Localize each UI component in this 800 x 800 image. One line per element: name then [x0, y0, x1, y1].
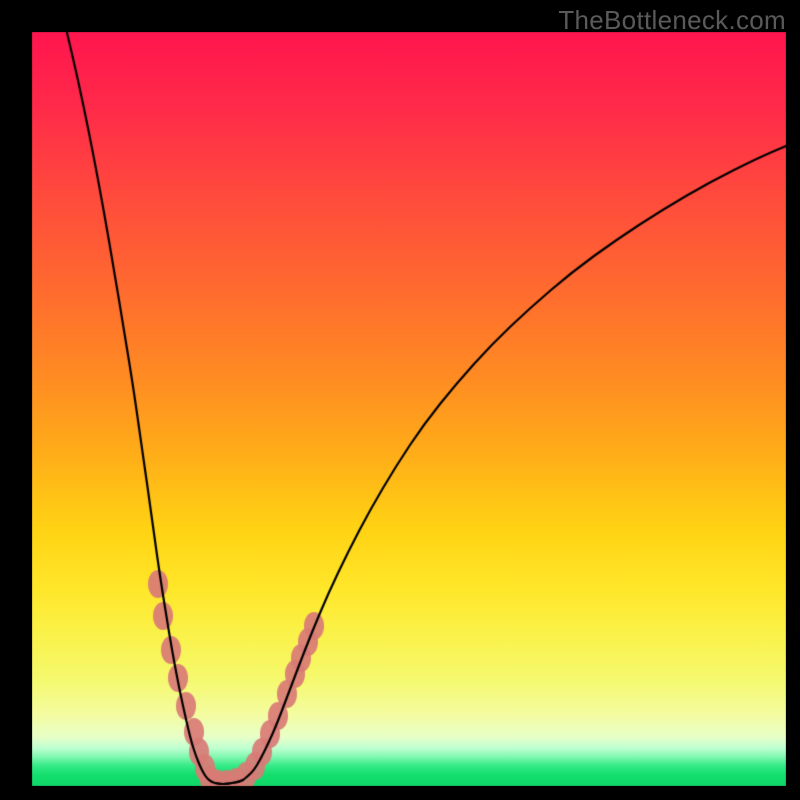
watermark-text: TheBottleneck.com	[558, 5, 786, 36]
curve-canvas	[0, 0, 800, 800]
chart-root: TheBottleneck.com	[0, 0, 800, 800]
